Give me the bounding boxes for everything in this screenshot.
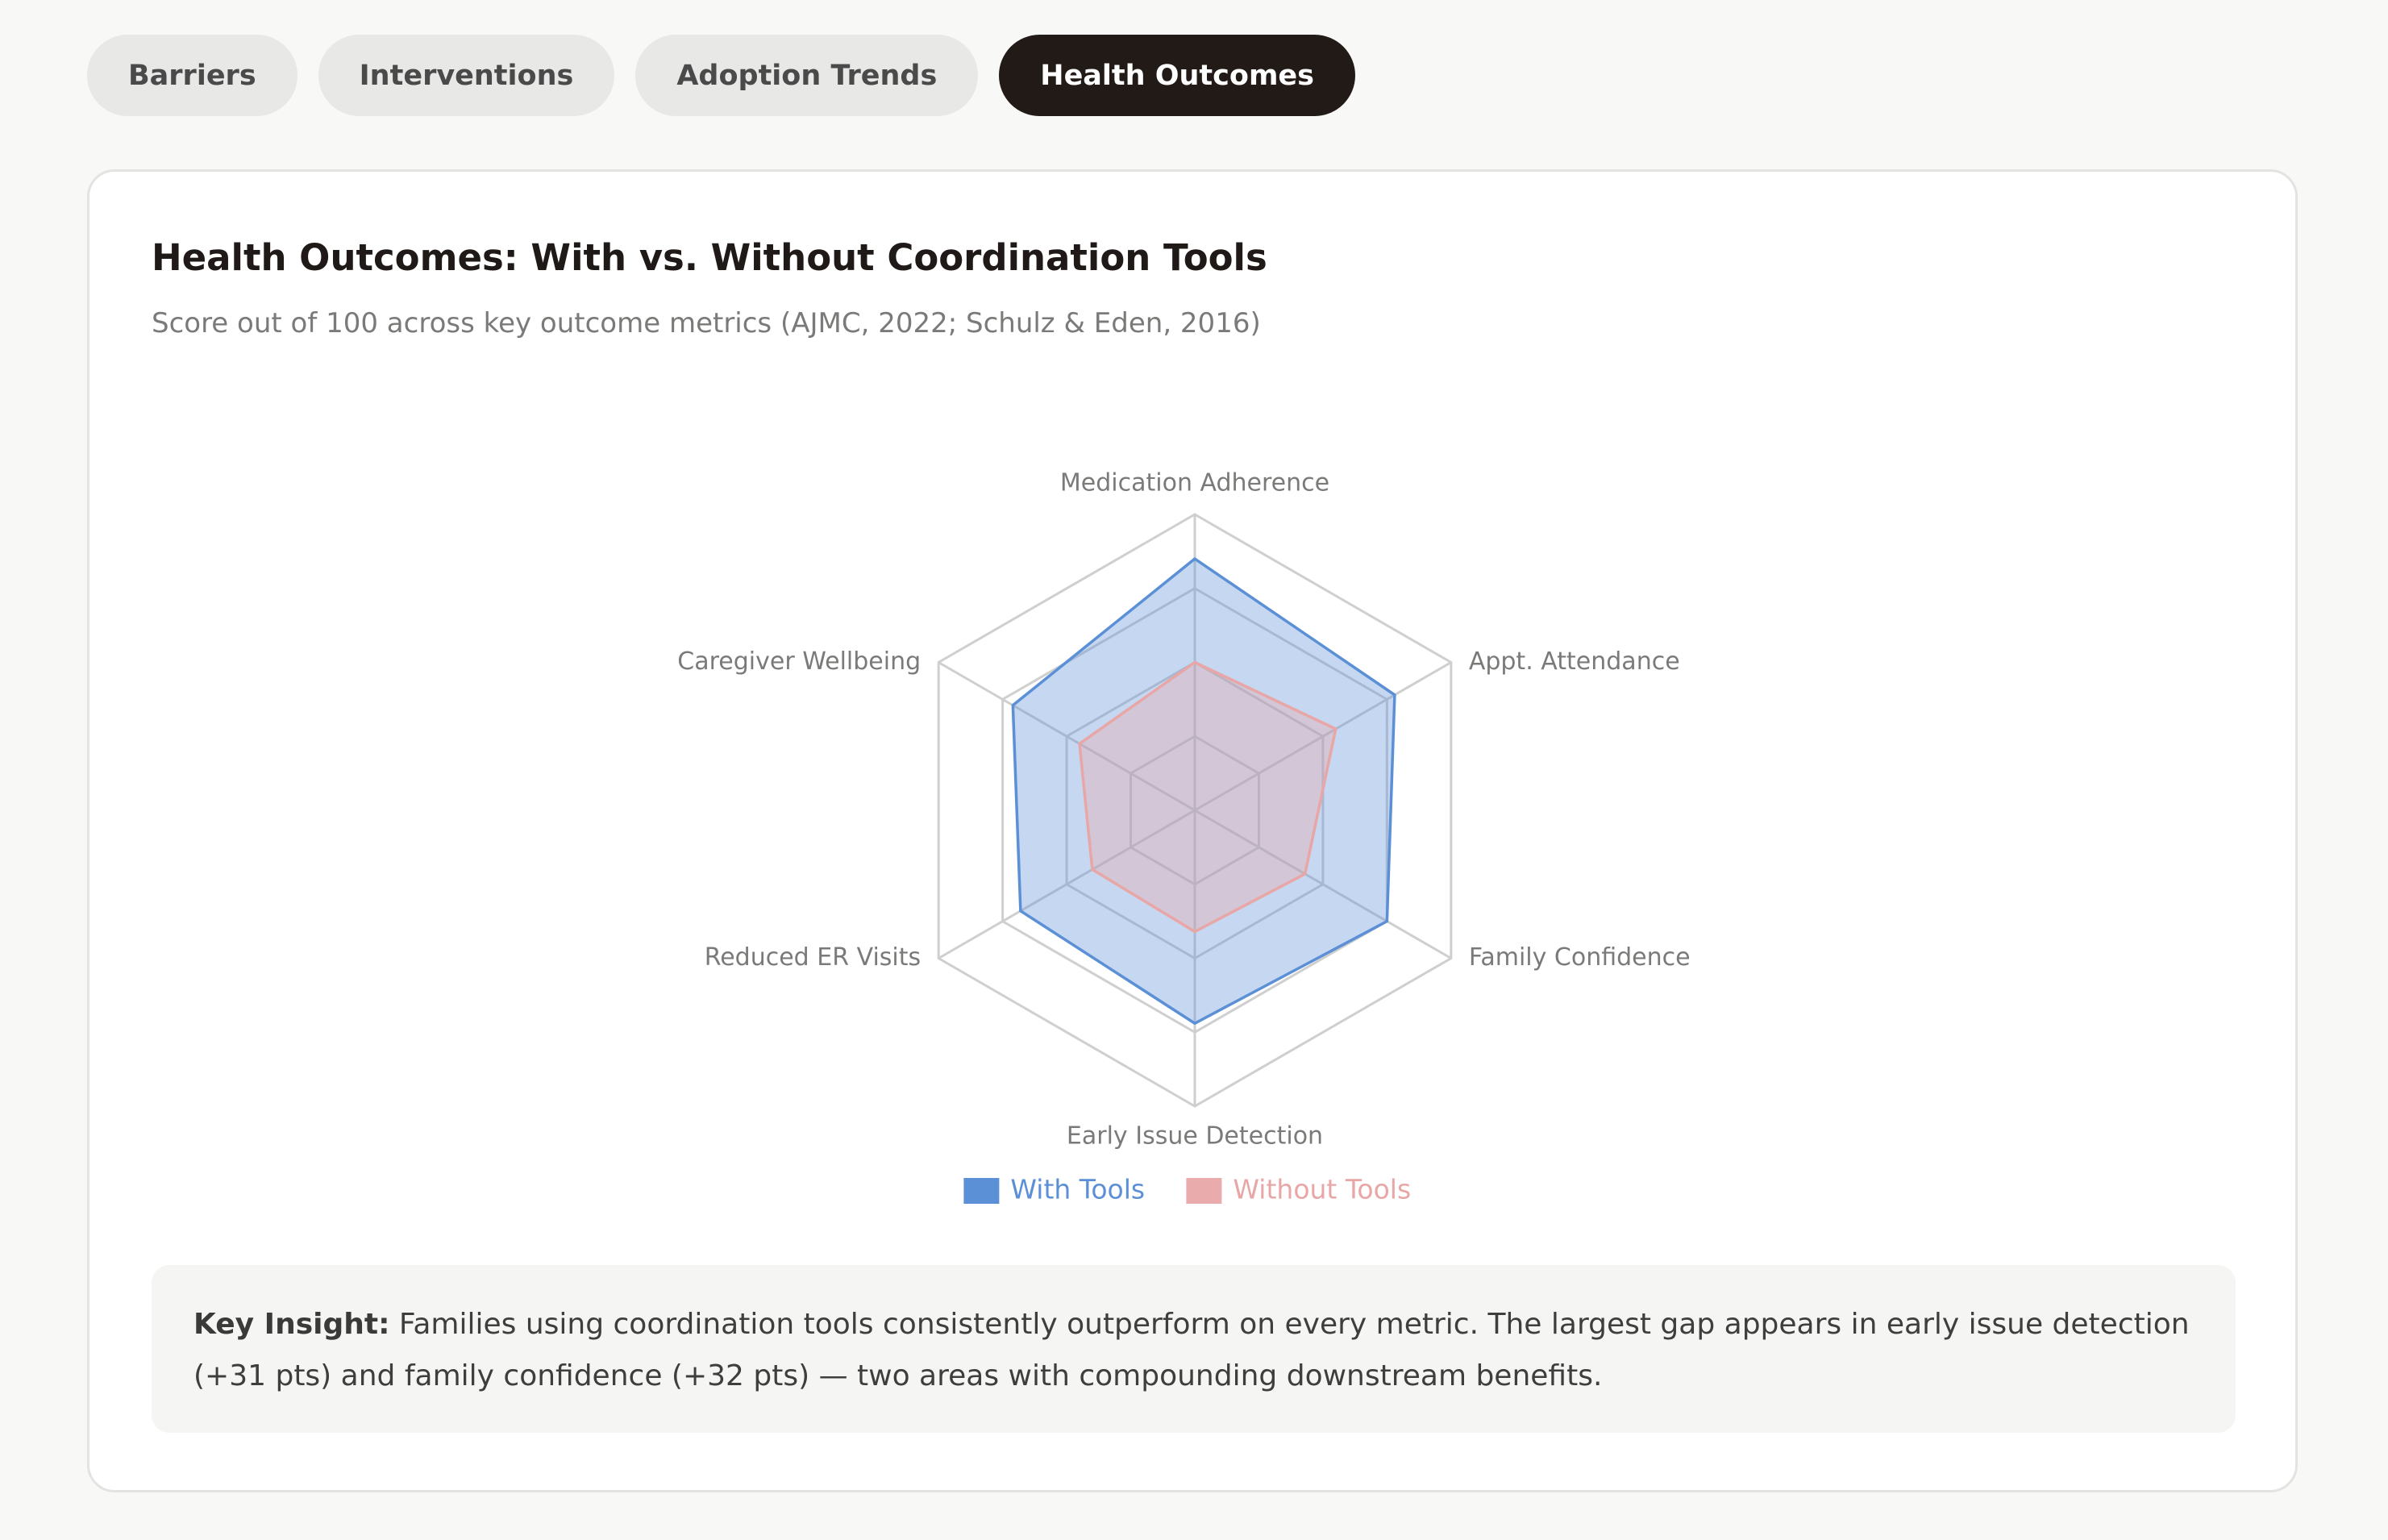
tab-bar: Barriers Interventions Adoption Trends H… [87,35,1355,116]
radar-axis-label: Family Confidence [1469,943,1691,972]
radar-spoke [938,661,1196,812]
key-insight-text: Families using coordination tools consis… [193,1308,2190,1392]
radar-axis-label: Early Issue Detection [1067,1122,1323,1151]
radar-axis-label: Reduced ER Visits [705,943,921,972]
radar-axis-label: Caregiver Wellbeing [677,647,921,676]
tab-barriers[interactable]: Barriers [87,35,297,116]
key-insight-box: Key Insight: Families using coordination… [152,1265,2236,1433]
radar-chart: Medication Adherence Appt. Attendance Fami… [677,469,1691,1205]
key-insight-label: Key Insight: [193,1308,390,1341]
radar-series-without-tools [1078,660,1338,934]
radar-axis-label: Appt. Attendance [1469,647,1680,676]
radar-spoke [938,809,1196,959]
tab-interventions[interactable]: Interventions [318,35,615,116]
legend-swatch [1186,1178,1222,1204]
radar-spoke [1194,809,1452,959]
radar-spoke [1194,661,1452,812]
chart-title: Health Outcomes: With vs. Without Coordi… [152,236,1267,279]
legend-swatch [963,1178,1000,1204]
legend-label: Without Tools [1233,1174,1411,1205]
tab-adoption-trends[interactable]: Adoption Trends [635,35,979,116]
radar-axis-label: Medication Adherence [1060,469,1329,497]
tab-health-outcomes[interactable]: Health Outcomes [999,35,1355,116]
chart-legend: With Tools Without Tools [963,1174,1411,1205]
legend-label: With Tools [1010,1174,1145,1205]
radar-series-with-tools [1011,557,1396,1025]
chart-card: Health Outcomes: With vs. Without Coordi… [87,169,2298,1492]
chart-subtitle: Score out of 100 across key outcome metr… [152,307,1261,339]
